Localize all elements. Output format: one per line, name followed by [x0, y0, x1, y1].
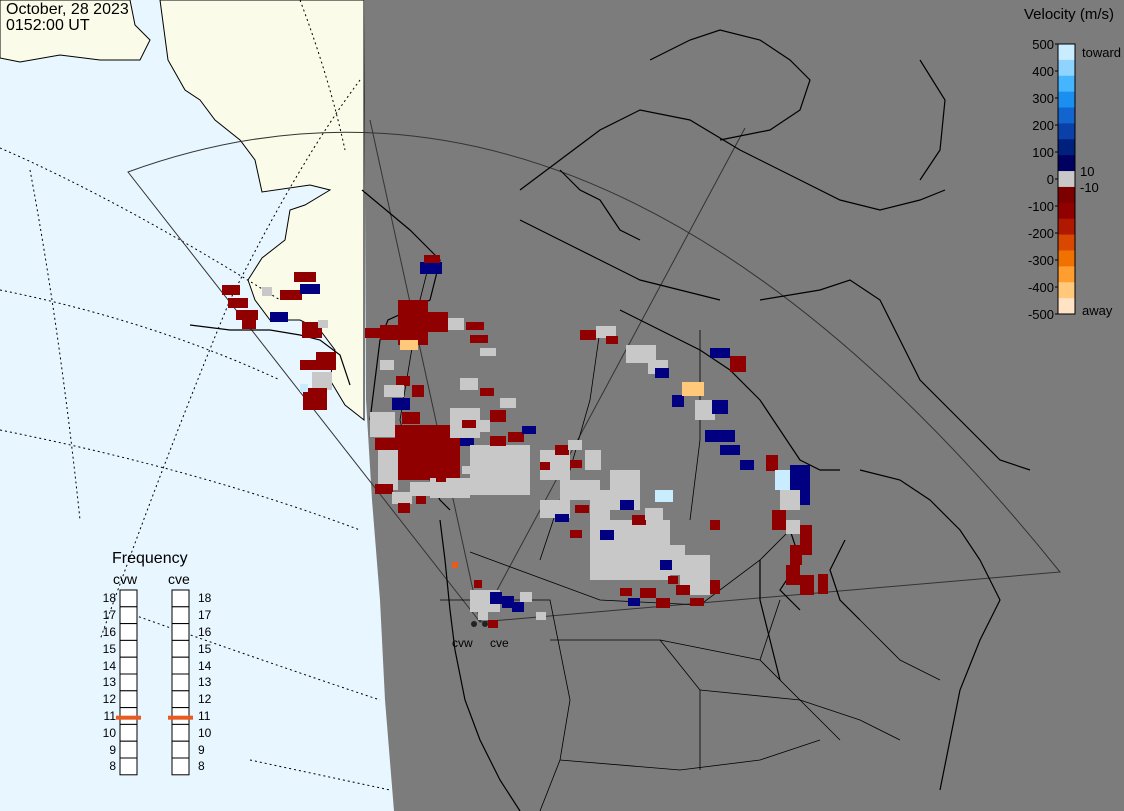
timestamp-date: October, 28 2023 — [6, 1, 129, 18]
frequency-tick-label: 13 — [198, 675, 212, 690]
frequency-tick-label: 17 — [198, 608, 212, 623]
velocity-tick-label: 100 — [1032, 145, 1054, 160]
frequency-cell — [171, 639, 190, 658]
frequency-tick-label: 10 — [102, 725, 116, 740]
colorbar-segment — [1058, 91, 1075, 109]
radar-sites — [471, 621, 488, 627]
frequency-cell — [171, 606, 190, 625]
frequency-cell — [171, 673, 190, 692]
colorbar-segment — [1058, 202, 1075, 220]
colorbar-segment — [1058, 250, 1075, 267]
frequency-tick-label: 16 — [198, 625, 212, 639]
velocity-tick-label: -200 — [1027, 226, 1054, 241]
frequency-tick-label: 9 — [109, 742, 116, 757]
velocity-legend-title: Velocity (m/s) — [1023, 6, 1114, 23]
colorbar-segment — [1058, 234, 1075, 251]
colorbar-segment — [1058, 155, 1075, 172]
frequency-tick-label: 9 — [198, 742, 205, 757]
velocity-colorbar — [1055, 43, 1076, 315]
site-label-cve: cve — [490, 636, 509, 650]
frequency-radar-name-cve: cve — [168, 571, 190, 587]
frequency-tick-label: 12 — [102, 692, 116, 707]
night-region — [364, 0, 1124, 811]
colorbar-segment — [1058, 107, 1075, 124]
frequency-marker-cvw — [116, 715, 141, 720]
frequency-tick-label: 16 — [102, 625, 116, 639]
graticule — [0, 0, 391, 791]
colorbar-segment — [1058, 139, 1075, 156]
frequency-cell — [119, 723, 138, 742]
frequency-cell — [171, 757, 190, 776]
sunlit-land — [0, 0, 151, 63]
colorbar-segment — [1058, 44, 1075, 61]
site-marker-cvw — [471, 621, 477, 627]
frequency-tick-label: 8 — [109, 759, 116, 774]
velocity-tick-label: 400 — [1032, 64, 1054, 79]
frequency-cell — [119, 757, 138, 776]
timestamp-time: 0152:00 UT — [6, 17, 90, 34]
velocity-tick-label: 200 — [1032, 118, 1054, 133]
colorbar-segment — [1058, 218, 1075, 236]
site-marker-cve — [482, 621, 488, 627]
frequency-cell — [119, 639, 138, 658]
colorbar-segment — [1058, 123, 1075, 140]
frequency-cell — [171, 740, 190, 759]
frequency-cell — [171, 589, 190, 608]
colorbar-segment — [1058, 59, 1075, 77]
velocity-tick-label: 300 — [1032, 91, 1054, 106]
fov-outline — [127, 119, 1061, 623]
velocity-tick-label: -500 — [1027, 307, 1054, 322]
frequency-cell — [119, 690, 138, 709]
frequency-cell — [171, 656, 190, 675]
frequency-tick-label: 11 — [103, 709, 116, 723]
frequency-cell — [171, 623, 190, 641]
velocity-toward-label: toward — [1082, 45, 1122, 60]
velocity-away-label: away — [1082, 303, 1113, 318]
velocity-tick-label: 500 — [1032, 37, 1054, 52]
frequency-tick-label: 11 — [198, 709, 211, 723]
frequency-cell — [171, 690, 190, 709]
frequency-tick-label: 17 — [102, 608, 116, 623]
frequency-tick-label: 8 — [198, 759, 205, 774]
frequency-cell — [119, 589, 138, 608]
velocity-tick-label: -300 — [1027, 253, 1054, 268]
velocity-tick-label: 10 — [1080, 164, 1095, 179]
frequency-scales — [116, 589, 193, 776]
frequency-tick-label: 15 — [102, 641, 116, 656]
frequency-tick-label: 18 — [198, 591, 212, 606]
frequency-panel-title: Frequency — [112, 550, 188, 567]
frequency-tick-label: 12 — [198, 692, 212, 707]
colorbar-segment — [1058, 171, 1075, 188]
velocity-tick-label: -100 — [1027, 199, 1054, 214]
velocity-tick-label: -10 — [1080, 180, 1099, 195]
colorbar-segment — [1058, 75, 1075, 93]
frequency-tick-label: 18 — [102, 591, 116, 606]
site-label-cvw: cvw — [452, 636, 473, 650]
frequency-tick-label: 14 — [102, 658, 116, 673]
velocity-tick-label: 0 — [1046, 172, 1054, 187]
frequency-tick-label: 14 — [198, 658, 212, 673]
colorbar-segment — [1058, 186, 1075, 204]
frequency-cell — [119, 606, 138, 625]
frequency-cell — [119, 740, 138, 759]
frequency-tick-label: 10 — [198, 725, 212, 740]
frequency-cell — [119, 656, 138, 675]
scatter-cells — [222, 255, 828, 628]
frequency-cell — [119, 673, 138, 692]
frequency-marker-cve — [168, 715, 193, 720]
colorbar-segment — [1058, 266, 1075, 283]
frequency-cell — [119, 623, 138, 641]
frequency-cell — [171, 723, 190, 742]
colorbar-segment — [1058, 282, 1075, 299]
frequency-radar-name-cvw: cvw — [113, 571, 138, 587]
velocity-tick-label: -400 — [1027, 280, 1054, 295]
frequency-tick-label: 13 — [102, 675, 116, 690]
colorbar-segment — [1058, 298, 1075, 315]
frequency-tick-label: 15 — [198, 641, 212, 656]
